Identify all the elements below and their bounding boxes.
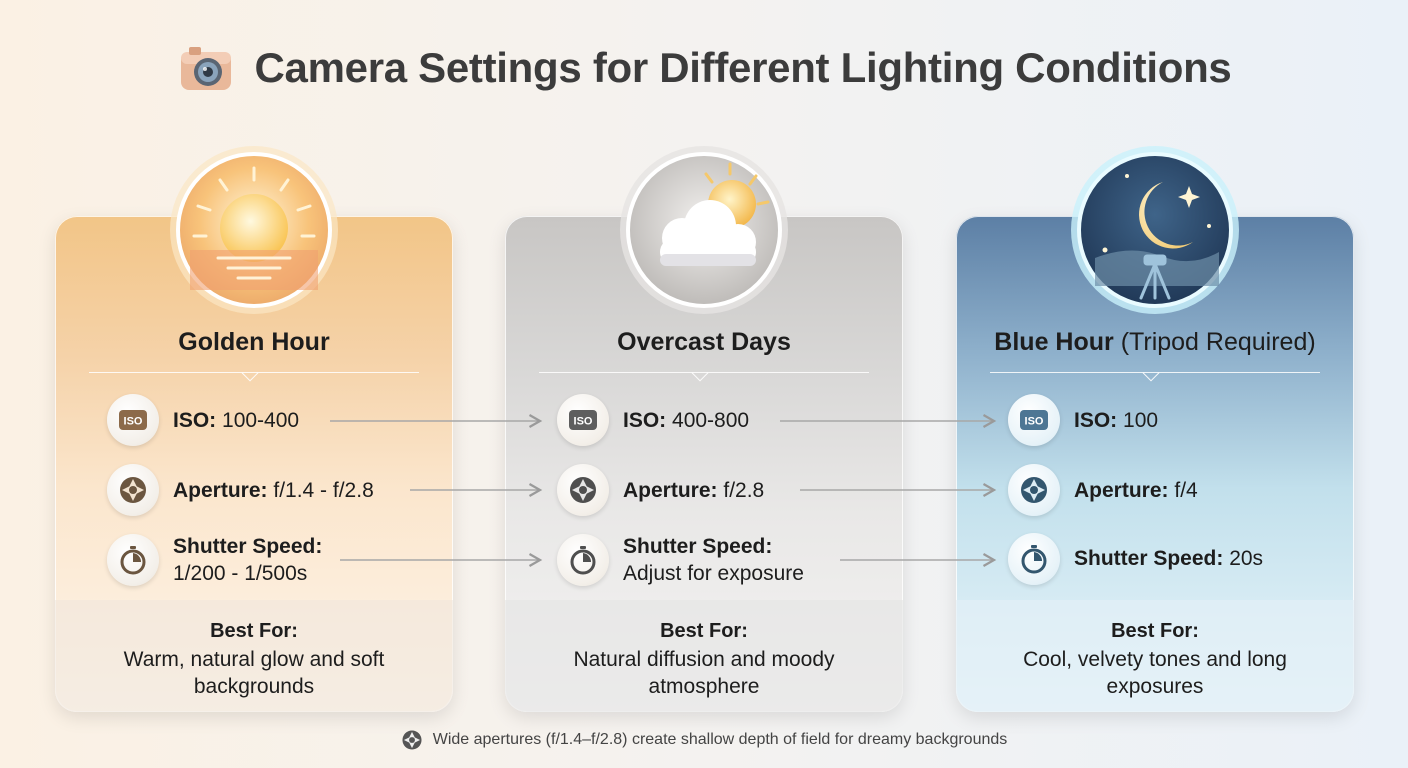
- card-title: Golden Hour: [178, 328, 330, 356]
- sunset-icon: [170, 146, 338, 314]
- svg-text:ISO: ISO: [124, 416, 143, 428]
- card-golden-hour: Golden Hour ISO ISO: 100-400 Aperture: f…: [55, 216, 453, 712]
- best-for-section: Best For: Cool, velvety tones and long e…: [956, 600, 1354, 712]
- shutter-value: 1/200 - 1/500s: [173, 562, 308, 585]
- setting-aperture: Aperture: f/2.8: [557, 464, 764, 516]
- header: Camera Settings for Different Lighting C…: [0, 38, 1408, 98]
- iso-label: ISO:: [1074, 408, 1118, 432]
- aperture-value: f/1.4 - f/2.8: [273, 478, 374, 502]
- aperture-icon: [557, 464, 609, 516]
- aperture-label: Aperture:: [1074, 478, 1169, 502]
- stopwatch-icon: [557, 534, 609, 586]
- best-for-text: Natural diffusion and moody atmosphere: [573, 648, 835, 698]
- divider: [539, 372, 869, 373]
- best-for-text: Warm, natural glow and soft backgrounds: [123, 648, 385, 698]
- shutter-label: Shutter Speed:: [173, 535, 323, 558]
- aperture-value: f/2.8: [723, 478, 765, 502]
- best-for-section: Best For: Natural diffusion and moody at…: [505, 600, 903, 712]
- camera-icon: [180, 47, 231, 90]
- card-title: Blue Hour (Tripod Required): [994, 328, 1316, 356]
- stopwatch-icon: [1008, 533, 1060, 585]
- setting-iso: ISO ISO: 100: [1008, 394, 1158, 446]
- iso-value: 100-400: [222, 408, 300, 432]
- stopwatch-icon: [107, 534, 159, 586]
- iso-icon: ISO: [107, 394, 159, 446]
- best-for-section: Best For: Warm, natural glow and soft ba…: [55, 600, 453, 712]
- cloud-sun-icon: [620, 146, 788, 314]
- aperture-value: f/4: [1174, 478, 1198, 502]
- aperture-icon: [402, 730, 422, 750]
- setting-aperture: Aperture: f/1.4 - f/2.8: [107, 464, 374, 516]
- footnote-text: Wide apertures (f/1.4–f/2.8) create shal…: [432, 731, 1008, 748]
- aperture-icon: [1008, 464, 1060, 516]
- setting-aperture: Aperture: f/4: [1008, 464, 1198, 516]
- svg-text:ISO: ISO: [574, 416, 593, 428]
- best-for-text: Cool, velvety tones and long exposures: [1023, 648, 1287, 698]
- divider: [89, 372, 419, 373]
- setting-shutter: Shutter Speed: Adjust for exposure: [557, 533, 804, 587]
- iso-icon: ISO: [557, 394, 609, 446]
- svg-text:ISO: ISO: [1025, 416, 1044, 428]
- setting-shutter: Shutter Speed: 1/200 - 1/500s: [107, 533, 322, 587]
- iso-icon: ISO: [1008, 394, 1060, 446]
- iso-label: ISO:: [173, 408, 217, 432]
- shutter-value: 20s: [1229, 547, 1264, 570]
- divider: [990, 372, 1320, 373]
- setting-shutter: Shutter Speed: 20s: [1008, 533, 1263, 585]
- best-for-label: Best For:: [210, 620, 298, 642]
- page-title: Camera Settings for Different Lighting C…: [254, 44, 1232, 91]
- footnote: Wide apertures (f/1.4–f/2.8) create shal…: [0, 728, 1408, 752]
- iso-value: 100: [1123, 408, 1159, 432]
- card-title: Overcast Days: [617, 328, 791, 356]
- setting-iso: ISO ISO: 100-400: [107, 394, 299, 446]
- iso-value: 400-800: [672, 408, 750, 432]
- best-for-label: Best For:: [1111, 620, 1199, 642]
- moon-tripod-icon: [1071, 146, 1239, 314]
- aperture-label: Aperture:: [173, 478, 268, 502]
- shutter-label: Shutter Speed:: [623, 535, 773, 558]
- best-for-label: Best For:: [660, 620, 748, 642]
- shutter-value: Adjust for exposure: [623, 562, 804, 585]
- setting-iso: ISO ISO: 400-800: [557, 394, 749, 446]
- aperture-label: Aperture:: [623, 478, 718, 502]
- aperture-icon: [107, 464, 159, 516]
- iso-label: ISO:: [623, 408, 667, 432]
- shutter-label: Shutter Speed:: [1074, 547, 1224, 570]
